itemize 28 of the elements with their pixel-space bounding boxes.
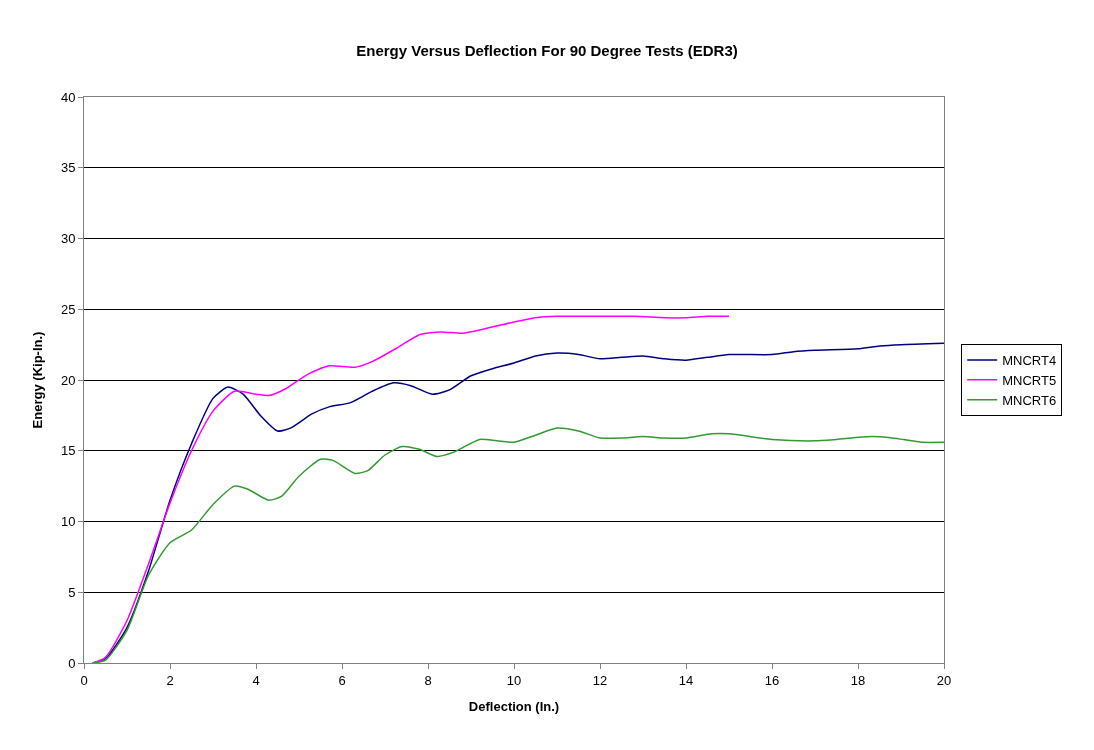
x-tick-label: 0 bbox=[80, 672, 88, 688]
line-series bbox=[91, 427, 944, 663]
x-axis-title: Deflection (In.) bbox=[468, 699, 560, 715]
y-tick-label: 40 bbox=[60, 89, 76, 105]
y-tick-label: 15 bbox=[60, 443, 76, 459]
y-tick-label: 0 bbox=[68, 655, 76, 671]
y-tick-label: 10 bbox=[60, 514, 76, 530]
y-tick-label: 35 bbox=[60, 160, 76, 176]
y-tick-label: 5 bbox=[68, 584, 76, 600]
x-tick-label: 6 bbox=[338, 672, 346, 688]
y-axis-title: Energy (Kip-In.) bbox=[29, 331, 45, 429]
x-tick-label: 8 bbox=[424, 672, 432, 688]
legend-label: MNCRT6 bbox=[1002, 392, 1057, 408]
x-tick-label: 2 bbox=[166, 672, 174, 688]
x-tick-label: 10 bbox=[506, 672, 522, 688]
x-tick-label: 18 bbox=[850, 672, 866, 688]
x-tick-label: 20 bbox=[936, 672, 952, 688]
legend-label: MNCRT4 bbox=[1002, 353, 1057, 369]
y-tick-label: 30 bbox=[60, 231, 76, 247]
x-tick-label: 16 bbox=[764, 672, 780, 688]
legend-label: MNCRT5 bbox=[1002, 372, 1057, 388]
x-tick-label: 14 bbox=[678, 672, 694, 688]
line-series bbox=[91, 315, 730, 663]
x-tick-label: 4 bbox=[252, 672, 260, 688]
y-tick-label: 25 bbox=[60, 301, 76, 317]
x-tick-label: 12 bbox=[592, 672, 608, 688]
y-tick-label: 20 bbox=[60, 372, 76, 388]
chart-title: Energy Versus Deflection For 90 Degree Tests (EDR3) bbox=[356, 41, 738, 59]
